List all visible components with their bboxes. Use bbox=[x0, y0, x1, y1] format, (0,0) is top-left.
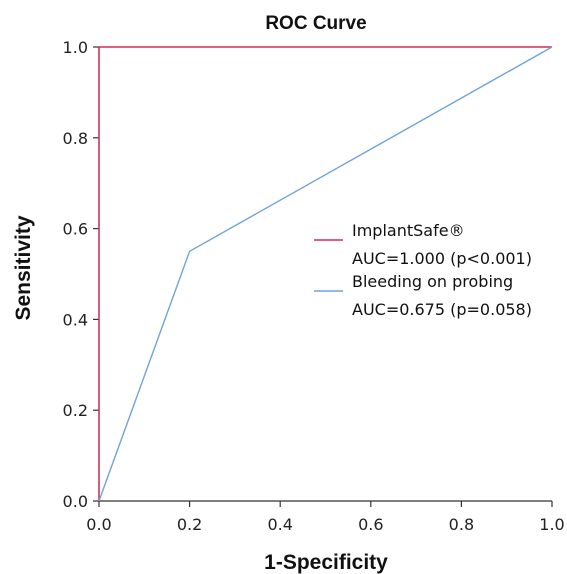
legend-series-name: Bleeding on probing bbox=[352, 272, 513, 291]
x-tick-label: 0.4 bbox=[267, 515, 292, 534]
y-tick-label: 0.2 bbox=[63, 401, 88, 420]
x-tick-label: 1.0 bbox=[539, 515, 564, 534]
x-tick-label: 0.6 bbox=[358, 515, 383, 534]
y-tick-label: 0.4 bbox=[63, 310, 88, 329]
x-tick-label: 0.8 bbox=[449, 515, 474, 534]
legend-series-name: ImplantSafe® bbox=[352, 221, 465, 240]
legend-auc-label: AUC=1.000 (p<0.001) bbox=[352, 249, 532, 268]
y-tick-label: 0.8 bbox=[63, 129, 88, 148]
x-axis-label: 1-Specificity bbox=[264, 551, 388, 574]
y-axis-label: Sensitivity bbox=[12, 215, 35, 320]
x-tick-label: 0.0 bbox=[86, 515, 111, 534]
y-tick-label: 1.0 bbox=[63, 38, 88, 57]
x-tick-label: 0.2 bbox=[177, 515, 202, 534]
chart-title: ROC Curve bbox=[265, 13, 366, 34]
y-axis-ticks: 0.0 0.2 0.4 0.6 0.8 1.0 bbox=[63, 38, 99, 511]
legend-auc-label: AUC=0.675 (p=0.058) bbox=[352, 300, 532, 319]
legend: ImplantSafe® AUC=1.000 (p<0.001) Bleeding … bbox=[314, 221, 532, 319]
x-axis-ticks: 0.0 0.2 0.4 0.6 0.8 1.0 bbox=[86, 501, 564, 534]
y-tick-label: 0.6 bbox=[63, 220, 88, 239]
y-tick-label: 0.0 bbox=[63, 492, 88, 511]
